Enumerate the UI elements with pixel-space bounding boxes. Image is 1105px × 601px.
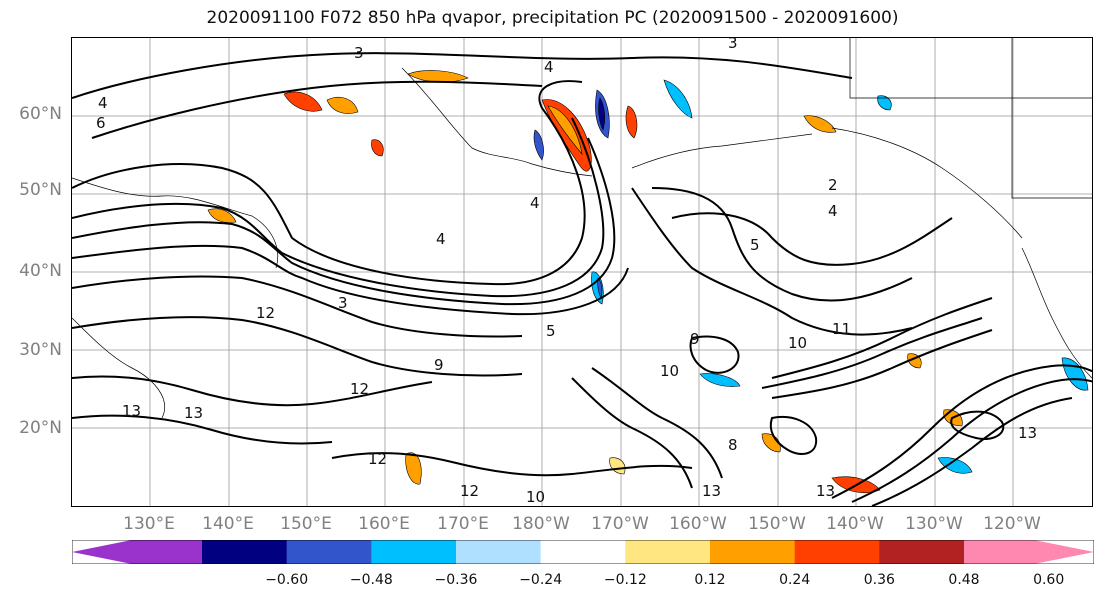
contour-label: 11: [832, 320, 851, 338]
precip-patch: [283, 91, 323, 112]
lon-label-160w: 160°W: [669, 514, 727, 534]
contour-label: 13: [122, 402, 141, 420]
contour-label: 13: [1018, 424, 1037, 442]
lon-label-120w: 120°W: [983, 514, 1041, 534]
colorbar-tick-label: 0.12: [694, 572, 726, 588]
contour-label: 12: [460, 482, 479, 500]
lon-label-130w: 130°W: [905, 514, 963, 534]
map-title: 2020091100 F072 850 hPa qvapor, precipit…: [206, 8, 899, 28]
contour-label: 10: [788, 334, 807, 352]
contour-label: 13: [184, 404, 203, 422]
colorbar-tick-label: 0.48: [948, 572, 980, 588]
colorbar-segment: [371, 540, 457, 564]
contour-labels: 3 4 6 4 3 2 4 5 4 4 3 5 12 9 12 10 11 13…: [96, 38, 1037, 506]
precip-patch: [609, 457, 626, 475]
lat-label-50n: 50°N: [19, 180, 62, 200]
lon-label-130e: 130°E: [123, 514, 175, 534]
colorbar: [72, 540, 1094, 564]
precip-patch: [326, 97, 359, 114]
lon-label-160e: 160°E: [358, 514, 410, 534]
colorbar-tick-label: −0.60: [265, 572, 309, 588]
lon-label-170e: 170°E: [437, 514, 489, 534]
lon-label-140w: 140°W: [826, 514, 884, 534]
contour-label: 13: [816, 482, 835, 500]
precip-patch: [405, 452, 422, 485]
colorbar-segment: [879, 540, 965, 564]
coastlines: [72, 38, 1092, 419]
colorbar-segment: [540, 540, 626, 564]
colorbar-tick-label: −0.24: [519, 572, 563, 588]
colorbar-segment: [456, 540, 542, 564]
colorbar-segment: [794, 540, 880, 564]
colorbar-segment: [964, 540, 1094, 564]
colorbar-segment: [710, 540, 796, 564]
colorbar-tick-label: −0.48: [349, 572, 393, 588]
colorbar-tick-label: 0.24: [779, 572, 811, 588]
precip-patch: [541, 99, 592, 172]
lat-label-60n: 60°N: [19, 104, 62, 124]
contour-label: 3: [338, 294, 348, 312]
lon-label-150w: 150°W: [748, 514, 806, 534]
precip-patch: [803, 115, 837, 133]
precip-patch: [598, 97, 605, 131]
contour-label: 8: [728, 436, 738, 454]
colorbar-segment: [202, 540, 288, 564]
contour-label: 3: [354, 44, 364, 62]
colorbar-segment: [72, 540, 202, 564]
contour-label: 5: [546, 322, 556, 340]
contour-label: 9: [434, 356, 444, 374]
graticule: [72, 38, 1092, 506]
colorbar-tick-label: −0.36: [434, 572, 478, 588]
precip-patch: [207, 208, 237, 223]
contour-label: 4: [98, 94, 108, 112]
contour-label: 13: [702, 482, 721, 500]
contour-label: 6: [96, 114, 106, 132]
precip-patch: [371, 139, 384, 157]
precip-patch: [547, 105, 583, 156]
contour-label: 4: [828, 202, 838, 220]
lat-label-40n: 40°N: [19, 261, 62, 281]
lon-label-140e: 140°E: [202, 514, 254, 534]
colorbar-segment: [286, 540, 372, 564]
contour-label: 12: [256, 304, 275, 322]
map-canvas: 3 4 6 4 3 2 4 5 4 4 3 5 12 9 12 10 11 13…: [72, 38, 1092, 506]
contour-label: 4: [436, 230, 446, 248]
precip-patch: [625, 105, 638, 139]
contour-label: 3: [728, 38, 738, 52]
precip-patch: [407, 70, 469, 83]
qvapor-contours: [72, 52, 1092, 506]
contour-label: 9: [690, 330, 700, 348]
contour-label: 12: [368, 450, 387, 468]
precip-shading: [207, 70, 1089, 493]
contour-label: 10: [660, 362, 679, 380]
contour-label: 4: [530, 194, 540, 212]
lat-label-20n: 20°N: [19, 418, 62, 438]
colorbar-tick-label: −0.12: [603, 572, 647, 588]
contour-label: 10: [526, 488, 545, 506]
contour-label: 5: [750, 236, 760, 254]
contour-label: 4: [544, 58, 554, 76]
lat-label-30n: 30°N: [19, 340, 62, 360]
lon-label-170w: 170°W: [591, 514, 649, 534]
precip-patch: [533, 129, 544, 161]
precip-patch: [699, 373, 741, 387]
contour-label: 2: [828, 176, 838, 194]
colorbar-segment: [625, 540, 711, 564]
map-panel: 3 4 6 4 3 2 4 5 4 4 3 5 12 9 12 10 11 13…: [71, 37, 1093, 507]
precip-patch: [1061, 357, 1089, 391]
precip-patch: [663, 79, 693, 119]
lon-label-150e: 150°E: [280, 514, 332, 534]
lon-label-180w: 180°W: [512, 514, 570, 534]
contour-label: 12: [350, 380, 369, 398]
precip-patch: [877, 95, 892, 111]
colorbar-tick-label: 0.36: [863, 572, 895, 588]
colorbar-tick-label: 0.60: [1033, 572, 1065, 588]
